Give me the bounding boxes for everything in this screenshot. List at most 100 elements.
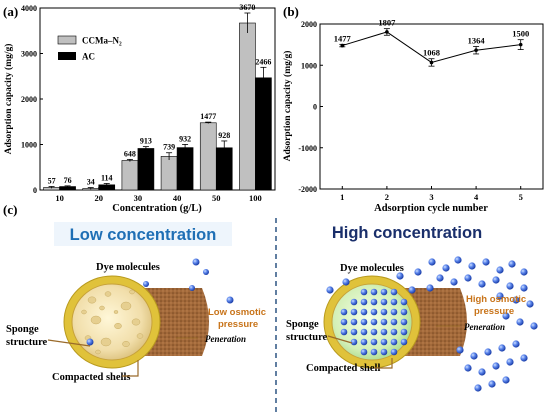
dye-molecule [520,284,528,292]
chart-b-ytick-label: 1000 [301,61,317,70]
dye-molecule [380,308,388,316]
dye-label-low: Dye molecules [96,262,160,273]
legend-label-ccma: CCMa–N₂ [82,36,122,46]
chart-b-x-axis: 1 2 3 4 5 [340,186,523,202]
dye-molecule [400,308,408,316]
dye-molecule [326,286,334,294]
chart-a-ytick-label: 0 [33,186,37,195]
chart-a-bar [199,122,217,191]
sponge-pore [81,309,87,315]
title-low-bg [54,222,232,246]
chart-a-data-label: 928 [218,131,230,140]
dye-molecule [360,328,368,336]
dye-molecule [516,318,524,326]
chart-a-bar [121,160,139,191]
dye-molecule [360,308,368,316]
chart-a-data-label: 57 [48,176,56,185]
sponge-pore [87,296,97,304]
dye-molecule [86,338,94,346]
chart-a-data-label: 932 [179,134,191,143]
chart-a-bar [160,156,178,191]
dye-molecule [350,328,358,336]
sponge-arrow-high [327,335,353,344]
chart-a-ytick-label: 4000 [21,4,37,13]
dye-molecule [370,328,378,336]
dye-molecules-low [86,258,234,346]
dye-molecule [380,348,388,356]
chart-b-ytick-label: 2000 [301,20,317,29]
dye-molecule [482,258,490,266]
dye-molecule [450,278,458,286]
dye-molecule [512,340,520,348]
chart-a-data-label: 648 [124,149,136,158]
chart-b-series: 1477 1807 1068 1364 1500 [334,18,529,67]
chart-a-bar [255,77,272,191]
dye-molecule [442,264,450,272]
sponge-pore [104,291,112,297]
chart-a-ytick-label: 1000 [21,141,37,150]
dye-molecule [426,284,434,292]
title-high: High concentration [332,224,482,242]
chart-a-data-label: 76 [64,176,72,185]
dye-molecule [408,286,416,294]
dye-molecules-high [326,256,538,392]
dye-molecule [498,344,506,352]
chart-b-ytick-label: -1000 [298,144,317,153]
shell-arrow-low [122,360,139,377]
chart-a-xtick-label: 20 [95,193,104,203]
dye-molecule [192,258,200,266]
chart-a-xtick-label: 100 [249,193,262,203]
dye-molecule [360,348,368,356]
sponge-label-low-2: structure [6,337,48,348]
sponge-pore [90,315,102,325]
chart-a-data-label: 2466 [255,57,271,66]
chart-a-data-label: 114 [101,173,113,182]
chart-a-xtick-label: 50 [212,193,221,203]
chart-b-xtick-label: 4 [474,192,479,202]
chart-a-data-label: 34 [87,178,95,187]
chart-b-data-label: 1807 [378,18,396,28]
chart-a-xtick-label: 40 [173,193,182,203]
chart-a-bar [137,148,155,191]
dye-molecule [526,300,534,308]
dye-molecule [454,256,462,264]
chart-a-xlabel: Concentration (g/L) [112,203,202,214]
dye-molecule [370,288,378,296]
diagram-high: High concentration Dye molecules High os… [286,224,538,392]
diagram-low: Low concentration Dye molecules Low osmo… [6,222,266,383]
dye-molecule [502,376,510,384]
pressure-label-low-1: Low osmotic [208,307,266,318]
dye-molecule [370,338,378,346]
sponge-pore [129,289,135,295]
sponge-label-low-1: Sponge [6,324,39,335]
sponge-pore [99,305,105,311]
chart-b-point [385,30,389,34]
dye-molecule [464,364,472,372]
chart-a-xtick-label: 30 [134,193,143,203]
dye-molecule [428,258,436,266]
dye-molecule [350,318,358,326]
chart-b-ylabel: Adsorption capacity (mg/g) [282,51,293,162]
peneration-label-high: Peneration [464,322,505,332]
dye-molecule [350,298,358,306]
dye-molecule [340,308,348,316]
dye-molecule [530,322,538,330]
dye-molecule [502,312,510,320]
dye-molecule [508,260,516,268]
chart-b-data-label: 1364 [468,36,486,46]
sponge-pore [114,322,122,330]
dye-molecule [380,298,388,306]
dye-molecule [506,282,514,290]
dye-molecule [370,298,378,306]
sponge-pore [136,333,144,339]
chart-a-y-axis: 0 1000 2000 3000 4000 [21,4,43,195]
sponge-pore [131,318,141,326]
chart-b-xtick-label: 5 [519,192,523,202]
chart-b-ytick-label: -2000 [298,185,317,194]
chart-a-ylabel: Adsorption capacity (mg/g) [3,44,14,155]
dye-molecule [360,298,368,306]
chart-a-bars [43,12,272,191]
dye-molecule [456,346,464,354]
legend-swatch-ac [58,52,76,60]
